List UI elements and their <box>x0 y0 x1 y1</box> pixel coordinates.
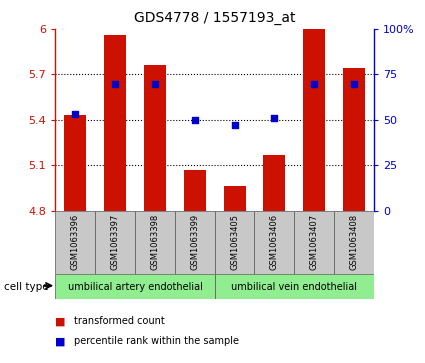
Bar <box>55 274 215 299</box>
Text: GSM1063396: GSM1063396 <box>71 214 79 270</box>
Bar <box>303 29 325 211</box>
Bar <box>255 211 294 274</box>
Bar <box>343 68 365 211</box>
Text: GSM1063397: GSM1063397 <box>110 214 119 270</box>
Point <box>271 115 278 121</box>
Bar <box>334 211 374 274</box>
Text: GSM1063399: GSM1063399 <box>190 214 199 270</box>
Bar <box>224 186 246 211</box>
Point <box>191 117 198 123</box>
Bar <box>264 155 285 211</box>
Text: ■: ■ <box>55 336 66 346</box>
Bar <box>135 211 175 274</box>
Point <box>72 111 79 117</box>
Point <box>311 81 317 87</box>
Text: umbilical vein endothelial: umbilical vein endothelial <box>231 282 357 292</box>
Text: GSM1063407: GSM1063407 <box>310 214 319 270</box>
Text: transformed count: transformed count <box>74 316 165 326</box>
Title: GDS4778 / 1557193_at: GDS4778 / 1557193_at <box>134 11 295 25</box>
Bar <box>55 211 95 274</box>
Text: GSM1063398: GSM1063398 <box>150 214 159 270</box>
Text: percentile rank within the sample: percentile rank within the sample <box>74 336 239 346</box>
Bar <box>215 211 255 274</box>
Point <box>351 81 357 87</box>
Bar <box>215 274 374 299</box>
Point <box>151 81 158 87</box>
Bar <box>294 211 334 274</box>
Point <box>231 122 238 128</box>
Text: cell type: cell type <box>4 282 49 292</box>
Bar <box>184 170 206 211</box>
Text: GSM1063405: GSM1063405 <box>230 214 239 270</box>
Text: ■: ■ <box>55 316 66 326</box>
Bar <box>64 115 86 211</box>
Bar <box>104 35 126 211</box>
Point <box>112 81 119 87</box>
Bar <box>144 65 166 211</box>
Text: GSM1063408: GSM1063408 <box>350 214 359 270</box>
Text: GSM1063406: GSM1063406 <box>270 214 279 270</box>
Text: umbilical artery endothelial: umbilical artery endothelial <box>68 282 202 292</box>
Bar <box>95 211 135 274</box>
Bar <box>175 211 215 274</box>
